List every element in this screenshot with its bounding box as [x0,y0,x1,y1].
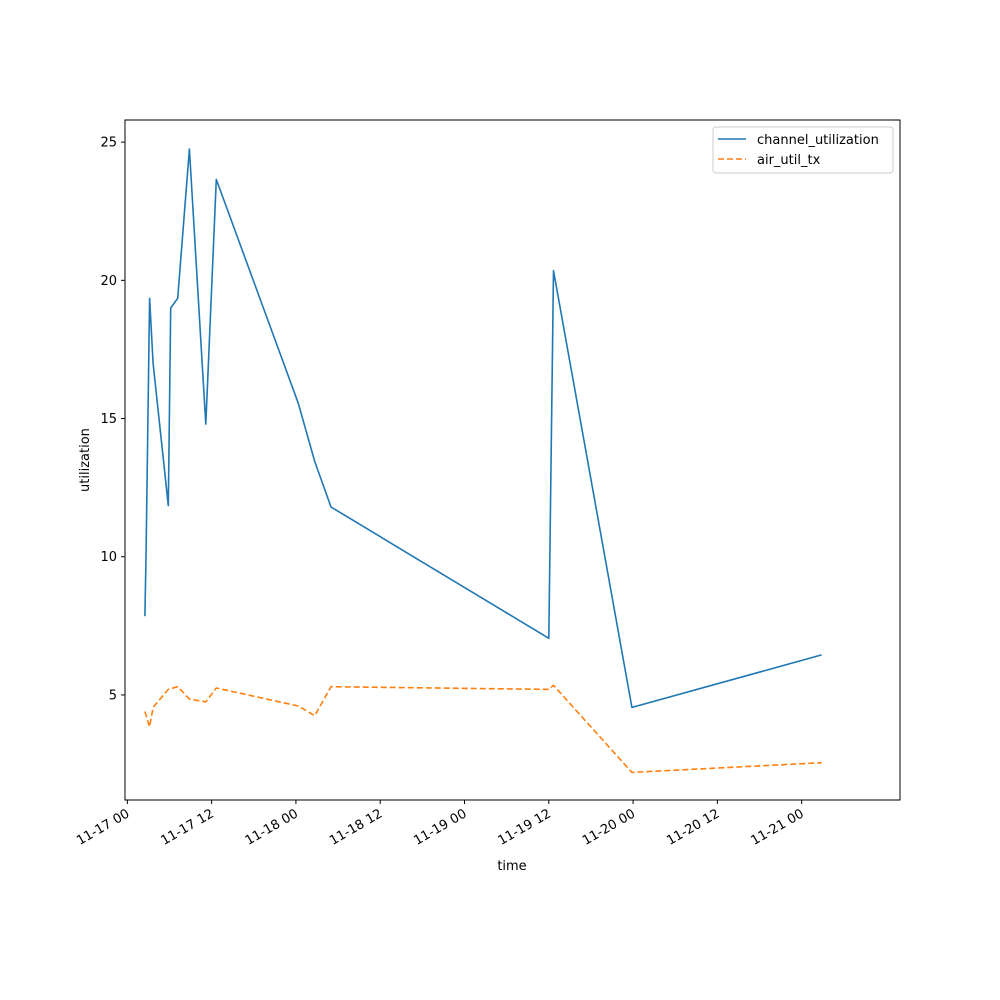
series-line-channel-utilization [144,148,822,709]
y-tick-label: 20 [100,274,117,289]
legend: channel_utilization air_util_tx [712,126,894,174]
x-axis-label: time [497,859,526,874]
series-line-air-util-tx [144,684,822,774]
y-tick-label: 10 [100,550,117,565]
y-tick-label: 25 [100,136,117,151]
legend-label-channel-utilization: channel_utilization [757,133,879,148]
legend-box [712,126,894,174]
series-layer [144,148,822,774]
legend-label-air-util-tx: air_util_tx [757,153,821,168]
y-tick-label: 5 [109,688,117,703]
y-axis-label: utilization [78,428,93,492]
plot-frame [124,119,901,801]
y-tick-label: 15 [100,412,117,427]
